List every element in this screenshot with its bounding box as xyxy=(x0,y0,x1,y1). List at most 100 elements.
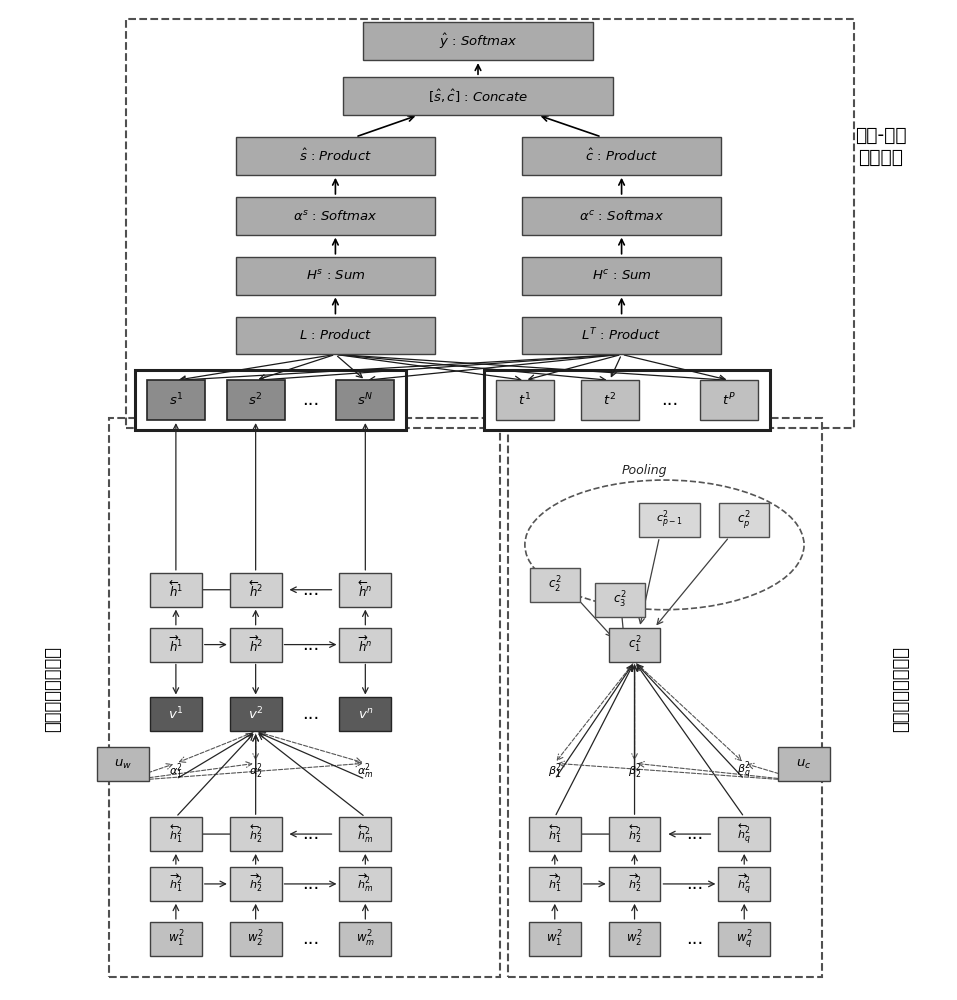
FancyBboxPatch shape xyxy=(719,922,770,956)
Text: ...: ... xyxy=(686,930,703,948)
Text: $\overleftarrow{h}^{2}$: $\overleftarrow{h}^{2}$ xyxy=(249,579,263,600)
FancyBboxPatch shape xyxy=(522,197,722,235)
Text: ...: ... xyxy=(686,875,703,893)
FancyBboxPatch shape xyxy=(594,583,644,617)
FancyBboxPatch shape xyxy=(340,628,391,662)
Text: ...: ... xyxy=(301,636,319,654)
FancyBboxPatch shape xyxy=(609,817,660,851)
Text: $s^{2}$: $s^{2}$ xyxy=(249,392,263,409)
Text: ...: ... xyxy=(301,825,319,843)
Text: $\overrightarrow{h}^{n}$: $\overrightarrow{h}^{n}$ xyxy=(358,634,372,655)
FancyBboxPatch shape xyxy=(340,922,391,956)
Text: $\overleftarrow{h}^{2}_{1}$: $\overleftarrow{h}^{2}_{1}$ xyxy=(548,824,562,845)
Text: $\overrightarrow{h}^{2}$: $\overrightarrow{h}^{2}$ xyxy=(249,634,263,655)
Text: $\beta^{2}_{2}$: $\beta^{2}_{2}$ xyxy=(628,761,641,781)
FancyBboxPatch shape xyxy=(522,137,722,175)
Text: $H^{c}$ : $Sum$: $H^{c}$ : $Sum$ xyxy=(591,269,652,283)
FancyBboxPatch shape xyxy=(150,573,202,607)
Text: $s^{N}$: $s^{N}$ xyxy=(357,392,373,409)
FancyBboxPatch shape xyxy=(340,573,391,607)
Text: $u_{w}$: $u_{w}$ xyxy=(114,758,132,771)
FancyBboxPatch shape xyxy=(227,380,284,420)
FancyBboxPatch shape xyxy=(230,628,281,662)
Text: $\alpha^{c}$ : $Softmax$: $\alpha^{c}$ : $Softmax$ xyxy=(579,209,664,223)
Text: $v^{n}$: $v^{n}$ xyxy=(358,707,373,721)
FancyBboxPatch shape xyxy=(235,197,435,235)
Text: $w^{2}_{1}$: $w^{2}_{1}$ xyxy=(546,929,563,949)
Text: $\overrightarrow{h}^{2}_{q}$: $\overrightarrow{h}^{2}_{q}$ xyxy=(737,872,751,896)
FancyBboxPatch shape xyxy=(230,817,281,851)
Text: 评论文本信息处理: 评论文本信息处理 xyxy=(892,646,910,732)
Text: $t^{P}$: $t^{P}$ xyxy=(723,392,736,409)
Text: $c^{2}_{2}$: $c^{2}_{2}$ xyxy=(548,575,562,595)
Text: $w^{2}_{1}$: $w^{2}_{1}$ xyxy=(167,929,184,949)
FancyBboxPatch shape xyxy=(530,568,580,602)
FancyBboxPatch shape xyxy=(522,257,722,295)
FancyBboxPatch shape xyxy=(720,503,769,537)
Text: $\overrightarrow{h}^{2}_{m}$: $\overrightarrow{h}^{2}_{m}$ xyxy=(357,873,373,894)
Text: $\overrightarrow{h}^{2}_{1}$: $\overrightarrow{h}^{2}_{1}$ xyxy=(548,873,562,894)
Text: $\hat{y}$ : $Softmax$: $\hat{y}$ : $Softmax$ xyxy=(439,32,517,51)
FancyBboxPatch shape xyxy=(609,867,660,901)
FancyBboxPatch shape xyxy=(150,867,202,901)
Text: ...: ... xyxy=(301,705,319,723)
FancyBboxPatch shape xyxy=(135,370,406,430)
FancyBboxPatch shape xyxy=(150,628,202,662)
Text: Pooling: Pooling xyxy=(622,464,667,477)
FancyBboxPatch shape xyxy=(150,697,202,731)
FancyBboxPatch shape xyxy=(364,22,592,60)
Text: $w^{2}_{2}$: $w^{2}_{2}$ xyxy=(626,929,643,949)
Text: $u_{c}$: $u_{c}$ xyxy=(796,758,812,771)
Text: $\alpha^{s}$ : $Softmax$: $\alpha^{s}$ : $Softmax$ xyxy=(293,209,378,223)
Text: ...: ... xyxy=(301,581,319,599)
Text: $\overrightarrow{h}^{2}_{1}$: $\overrightarrow{h}^{2}_{1}$ xyxy=(169,873,183,894)
FancyBboxPatch shape xyxy=(340,867,391,901)
FancyBboxPatch shape xyxy=(230,867,281,901)
Text: ...: ... xyxy=(301,930,319,948)
Text: $L$ : $Product$: $L$ : $Product$ xyxy=(299,328,372,342)
Text: $v^{1}$: $v^{1}$ xyxy=(168,706,184,723)
FancyBboxPatch shape xyxy=(230,697,281,731)
Text: $\alpha^{2}_{m}$: $\alpha^{2}_{m}$ xyxy=(357,761,373,781)
FancyBboxPatch shape xyxy=(638,503,701,537)
FancyBboxPatch shape xyxy=(529,817,581,851)
FancyBboxPatch shape xyxy=(484,370,770,430)
Text: $L^{T}$ : $Product$: $L^{T}$ : $Product$ xyxy=(582,327,662,344)
Text: $w^{2}_{m}$: $w^{2}_{m}$ xyxy=(356,929,375,949)
Text: $\hat{c}$ : $Product$: $\hat{c}$ : $Product$ xyxy=(585,148,658,164)
Text: $\overleftarrow{h}^{2}_{2}$: $\overleftarrow{h}^{2}_{2}$ xyxy=(628,824,641,845)
FancyBboxPatch shape xyxy=(778,747,830,781)
FancyBboxPatch shape xyxy=(344,77,612,115)
FancyBboxPatch shape xyxy=(147,380,205,420)
Text: $\hat{s}$ : $Product$: $\hat{s}$ : $Product$ xyxy=(299,148,372,164)
FancyBboxPatch shape xyxy=(496,380,554,420)
Text: ...: ... xyxy=(301,875,319,893)
Text: $\overrightarrow{h}^{1}$: $\overrightarrow{h}^{1}$ xyxy=(168,634,183,655)
Text: $\alpha^{2}_{1}$: $\alpha^{2}_{1}$ xyxy=(168,761,183,781)
FancyBboxPatch shape xyxy=(150,922,202,956)
Text: ...: ... xyxy=(686,825,703,843)
Text: $c^{2}_{3}$: $c^{2}_{3}$ xyxy=(612,590,626,610)
FancyBboxPatch shape xyxy=(581,380,638,420)
FancyBboxPatch shape xyxy=(230,922,281,956)
FancyBboxPatch shape xyxy=(97,747,149,781)
FancyBboxPatch shape xyxy=(609,628,660,662)
Text: ...: ... xyxy=(661,391,679,409)
FancyBboxPatch shape xyxy=(522,317,722,354)
Text: $\overleftarrow{h}^{n}$: $\overleftarrow{h}^{n}$ xyxy=(358,579,372,600)
Text: $\overleftarrow{h}^{2}_{1}$: $\overleftarrow{h}^{2}_{1}$ xyxy=(169,824,183,845)
FancyBboxPatch shape xyxy=(529,867,581,901)
FancyBboxPatch shape xyxy=(150,817,202,851)
FancyBboxPatch shape xyxy=(230,573,281,607)
Text: $\overleftarrow{h}^{2}_{q}$: $\overleftarrow{h}^{2}_{q}$ xyxy=(737,822,751,846)
FancyBboxPatch shape xyxy=(340,697,391,731)
Text: $\beta^{2}_{1}$: $\beta^{2}_{1}$ xyxy=(547,761,562,781)
FancyBboxPatch shape xyxy=(235,257,435,295)
FancyBboxPatch shape xyxy=(235,137,435,175)
Text: $\overleftarrow{h}^{2}_{m}$: $\overleftarrow{h}^{2}_{m}$ xyxy=(357,824,373,845)
Text: $s^{1}$: $s^{1}$ xyxy=(168,392,183,409)
FancyBboxPatch shape xyxy=(337,380,394,420)
Text: $H^{s}$ : $Sum$: $H^{s}$ : $Sum$ xyxy=(305,269,366,283)
Text: 新闻-评论
协同处理: 新闻-评论 协同处理 xyxy=(855,125,906,166)
Text: ...: ... xyxy=(301,391,319,409)
